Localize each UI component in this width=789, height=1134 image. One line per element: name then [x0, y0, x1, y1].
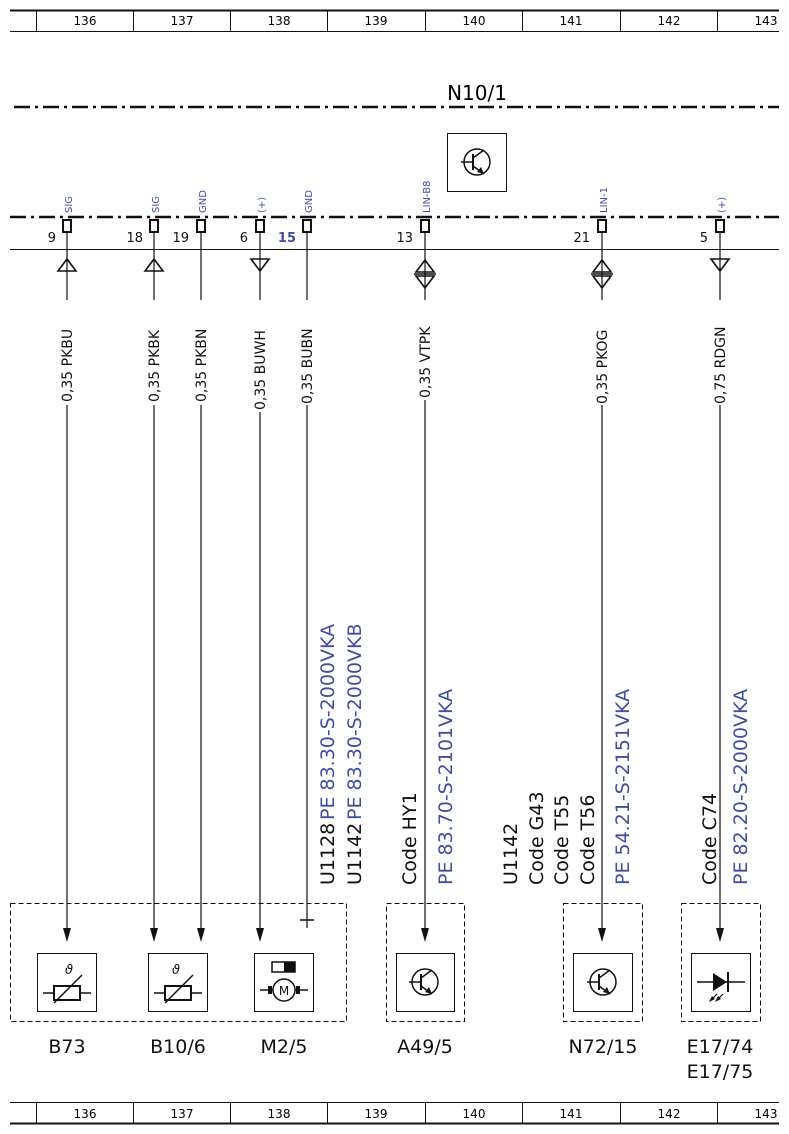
grid-col-140: 140 [463, 14, 486, 28]
wire-label: 0,35 VTPK [418, 326, 434, 398]
note-ref: PE 83.30-S-2000VKB [344, 623, 366, 820]
grid-col-141: 141 [560, 14, 583, 28]
wire-label: 0,75 RDGN [713, 327, 729, 404]
pin-signal: GND [304, 190, 315, 213]
bottom-grid: 136 137 138 139 140 141 142 143 [10, 1102, 779, 1125]
wire-label: 0,35 PKBK [147, 329, 163, 402]
component-label-b10-6: B10/6 [150, 1036, 206, 1058]
note-code: U1128 [317, 823, 339, 885]
transistor-icon [573, 953, 633, 1012]
module-boundary: N10/1 [10, 81, 779, 250]
grid-col-142: 142 [658, 1107, 681, 1121]
svg-text:ϑ: ϑ [172, 963, 180, 978]
pin-number: 9 [48, 231, 56, 246]
grid-col-141: 141 [560, 1107, 583, 1121]
svg-text:M: M [279, 984, 289, 998]
temperature-sensor-icon: ϑ [37, 953, 97, 1012]
component-label-e17-75: E17/75 [687, 1061, 754, 1083]
note-ref: PE 83.70-S-2101VKA [435, 689, 457, 885]
grid-col-142: 142 [658, 14, 681, 28]
component-groups [10, 903, 761, 1022]
grid-col-140: 140 [463, 1107, 486, 1121]
arrow-up-icon [56, 257, 78, 272]
note-ref: PE 83.30-S-2000VKA [317, 624, 339, 820]
note-code: Code HY1 [399, 792, 421, 885]
pin-signal: LIN-1 [599, 187, 610, 213]
component-labels: B73 B10/6 M2/5 A49/5 N72/15 E17/74 E17/7… [48, 1036, 753, 1083]
wire-terminations [63, 919, 724, 942]
signal-arrows [56, 257, 731, 290]
note-code: U1142 [344, 823, 366, 885]
arrow-bidirectional-icon [414, 258, 436, 290]
arrow-up-icon [143, 257, 165, 272]
pin-number: 13 [396, 231, 413, 246]
component-label-m2-5: M2/5 [261, 1036, 308, 1058]
grid-col-136: 136 [74, 1107, 97, 1121]
connector-pins: SIG 9 SIG 18 GND 19 (+) 6 GND 15 LIN-B8 … [48, 181, 728, 246]
svg-text:ϑ: ϑ [65, 963, 73, 978]
top-grid: 136 137 138 139 140 141 142 143 [10, 9, 779, 32]
grid-col-143: 143 [755, 1107, 778, 1121]
transistor-icon [447, 133, 507, 192]
pin-signal: LIN-B8 [422, 181, 433, 213]
wire-label: 0,35 BUWH [253, 330, 269, 410]
component-label-n72-15: N72/15 [569, 1036, 638, 1058]
note-ref: PE 82.20-S-2000VKA [730, 689, 752, 885]
component-label-e17-74: E17/74 [687, 1036, 754, 1058]
grid-col-138: 138 [268, 1107, 291, 1121]
transistor-icon [396, 953, 455, 1012]
grid-col-139: 139 [365, 1107, 388, 1121]
wire-label: 0,35 PKOG [595, 330, 611, 404]
note-ref: PE 54.21-S-2151VKA [612, 689, 634, 885]
pin-number: 15 [278, 231, 296, 246]
arrow-bidirectional-icon [591, 258, 613, 290]
module-label: N10/1 [447, 81, 507, 105]
grid-col-143: 143 [755, 14, 778, 28]
grid-col-136: 136 [74, 14, 97, 28]
pin-18: SIG 18 [126, 196, 162, 246]
pin-number: 5 [700, 231, 708, 246]
wire-labels: 0,35 PKBU 0,35 PKBK 0,35 PKBN 0,35 BUWH … [60, 326, 729, 410]
component-label-b73: B73 [48, 1036, 85, 1058]
reference-notes: U1128 U1142 PE 83.30-S-2000VKA PE 83.30-… [317, 623, 752, 885]
note-code: Code G43 [526, 791, 548, 885]
pin-number: 6 [240, 231, 248, 246]
pin-number: 18 [126, 231, 143, 246]
pin-5: (+) 5 [700, 197, 728, 246]
pin-signal: GND [198, 190, 209, 213]
pin-signal: (+) [257, 197, 268, 213]
temperature-sensor-icon: ϑ [148, 953, 208, 1012]
grid-col-138: 138 [268, 14, 291, 28]
pin-number: 19 [172, 231, 189, 246]
arrow-down-icon [709, 258, 731, 273]
pin-signal: SIG [151, 196, 162, 213]
wire-label: 0,35 PKBU [60, 329, 76, 402]
wires [66, 232, 721, 928]
component-label-a49-5: A49/5 [397, 1036, 453, 1058]
pin-signal: (+) [717, 197, 728, 213]
note-code: Code T55 [551, 795, 573, 885]
pin-13: LIN-B8 13 [396, 181, 433, 246]
pin-6: (+) 6 [240, 197, 268, 246]
grid-col-139: 139 [365, 14, 388, 28]
note-code: U1142 [500, 823, 522, 885]
pin-9: SIG 9 [48, 196, 75, 246]
grid-col-137: 137 [171, 14, 194, 28]
note-code: Code T56 [577, 795, 599, 885]
pin-21: LIN-1 21 [573, 187, 610, 246]
note-code: Code C74 [699, 793, 721, 885]
pin-signal: SIG [64, 196, 75, 213]
wire-label: 0,35 BUBN [300, 328, 316, 404]
motor-icon: M [254, 953, 314, 1012]
grid-col-137: 137 [171, 1107, 194, 1121]
led-icon [691, 953, 751, 1012]
pin-number: 21 [573, 231, 590, 246]
wire-label: 0,35 PKBN [194, 329, 210, 402]
pin-19: GND 19 [172, 190, 209, 246]
arrow-down-icon [249, 258, 271, 273]
